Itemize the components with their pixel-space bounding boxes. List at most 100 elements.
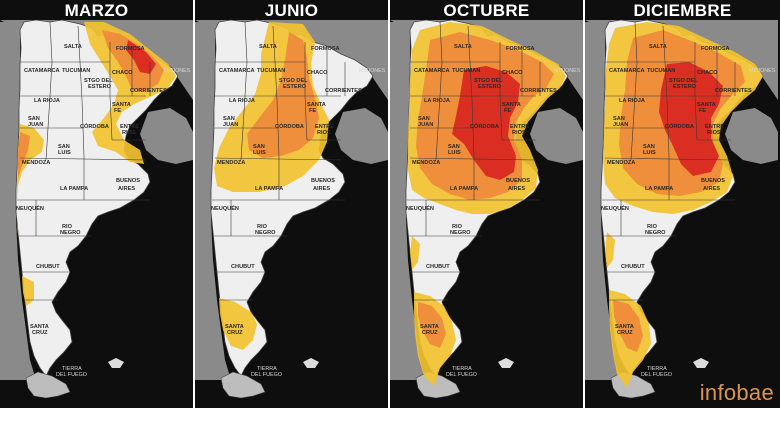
province-label: STGO DEL: [279, 78, 308, 84]
province-label: ENTRE: [315, 124, 334, 130]
province-label: NEGRO: [450, 230, 471, 236]
province-label: SANTA: [30, 324, 49, 330]
tierra-del-fuego-island: [25, 371, 71, 399]
province-border: [437, 95, 441, 129]
province-label: JUAN: [418, 122, 433, 128]
province-label: RIOS: [707, 130, 721, 136]
province-label: SAN: [28, 116, 40, 122]
neighbor-chile: [390, 22, 426, 380]
province-label: CATAMARCA: [414, 68, 450, 74]
province-label: AIRES: [508, 186, 525, 192]
province-label: CHACO: [112, 70, 133, 76]
drought-overlay-junio: [214, 22, 329, 350]
drought-area-orange: [247, 32, 319, 158]
province-label: SAN: [643, 144, 655, 150]
panel-title-junio: JUNIO: [264, 1, 319, 20]
province-label: LA RIOJA: [424, 98, 450, 104]
neighbor-chile: [195, 22, 231, 380]
province-label: CHUBUT: [621, 264, 645, 270]
province-label: TIERRA: [647, 366, 667, 372]
province-label: FE: [309, 108, 316, 114]
province-label: JUAN: [28, 122, 43, 128]
province-label: LA PAMPA: [645, 186, 673, 192]
province-border: [467, 25, 471, 63]
province-label: CATAMARCA: [609, 68, 645, 74]
province-label: SAN: [448, 144, 460, 150]
maps-strip: FORMOSA SALTA CHACO MISIONES CATAMARCA TUCUMA…: [0, 0, 780, 408]
province-label: RIOS: [317, 130, 331, 136]
province-border: [439, 61, 443, 97]
province-label: LA PAMPA: [255, 186, 283, 192]
drought-area-orange: [18, 132, 30, 178]
province-label: CRUZ: [422, 330, 438, 336]
drought-area-orange: [613, 300, 643, 352]
province-label: FE: [504, 108, 511, 114]
province-label: CHACO: [502, 70, 523, 76]
province-label: ESTERO: [88, 84, 112, 90]
infobae-logo: infobae: [699, 380, 774, 405]
province-label: SANTA: [420, 324, 439, 330]
province-labels: FORMOSA SALTA CHACO MISIONES CATAMARCA TUCUMA…: [211, 44, 386, 378]
province-label: MENDOZA: [607, 160, 635, 166]
province-label: BUENOS: [116, 178, 140, 184]
province-label: NEUQUÉN: [601, 204, 629, 212]
province-border: [499, 95, 503, 141]
province-label: DEL FUEGO: [641, 372, 672, 378]
province-label: FORMOSA: [116, 46, 145, 52]
province-border: [604, 157, 732, 161]
drought-area-red: [126, 40, 156, 74]
province-label: CHACO: [697, 70, 718, 76]
province-border: [244, 21, 248, 63]
province-label: RIOS: [122, 130, 136, 136]
province-borders: [212, 21, 346, 301]
province-label: LUIS: [643, 150, 656, 156]
malvinas-islands: [693, 358, 709, 368]
province-border: [19, 157, 147, 161]
province-label: STGO DEL: [669, 78, 698, 84]
province-label: BUENOS: [311, 178, 335, 184]
province-label: SALTA: [64, 44, 82, 50]
province-label: SALTA: [454, 44, 472, 50]
malvinas-islands: [498, 358, 514, 368]
province-label: ESTERO: [478, 84, 502, 90]
province-border: [109, 95, 113, 141]
province-label: CÓRDOBA: [665, 122, 694, 130]
province-label: RIO: [647, 224, 658, 230]
province-labels: FORMOSA SALTA CHACO MISIONES CATAMARCA TUCUMA…: [16, 44, 191, 378]
province-label: CRUZ: [227, 330, 243, 336]
province-border: [79, 61, 83, 101]
province-label: DEL FUEGO: [56, 372, 87, 378]
province-label: MENDOZA: [217, 160, 245, 166]
province-label: LA PAMPA: [60, 186, 88, 192]
province-label: CÓRDOBA: [80, 122, 109, 130]
neighbor-uruguay: [530, 108, 583, 164]
province-label: CHUBUT: [36, 264, 60, 270]
province-label: JUAN: [223, 122, 238, 128]
panel-title-marzo: MARZO: [64, 1, 129, 20]
drought-area-orange: [418, 302, 446, 348]
province-label: SANTA: [112, 102, 131, 108]
panel-title-octubre: OCTUBRE: [443, 1, 530, 20]
drought-area-yellow: [22, 276, 34, 306]
province-border: [47, 95, 51, 129]
province-label: ENTRE: [705, 124, 724, 130]
province-label: SAN: [418, 116, 430, 122]
province-label: FORMOSA: [701, 46, 730, 52]
map-panel-junio: FORMOSA SALTA CHACO MISIONES CATAMARCA TUCUMA…: [195, 0, 388, 408]
province-label: NEGRO: [60, 230, 81, 236]
province-label: FE: [699, 108, 706, 114]
province-border: [469, 61, 473, 101]
province-labels: FORMOSA SALTA CHACO MISIONES CATAMARCA TUCUMA…: [406, 44, 581, 378]
map-diciembre: FORMOSA SALTA CHACO MISIONES CATAMARCA TUCUMA…: [585, 19, 778, 399]
province-label: SANTA: [502, 102, 521, 108]
province-label: ESTERO: [283, 84, 307, 90]
province-label: MENDOZA: [412, 160, 440, 166]
province-label: DEL FUEGO: [446, 372, 477, 378]
province-labels: FORMOSA SALTA CHACO MISIONES CATAMARCA TUCUMA…: [601, 44, 776, 378]
province-label: AIRES: [703, 186, 720, 192]
province-label: LA RIOJA: [229, 98, 255, 104]
province-border: [274, 61, 278, 101]
neighbor-chile: [0, 22, 36, 380]
province-border: [632, 95, 636, 129]
province-label: TIERRA: [452, 366, 472, 372]
